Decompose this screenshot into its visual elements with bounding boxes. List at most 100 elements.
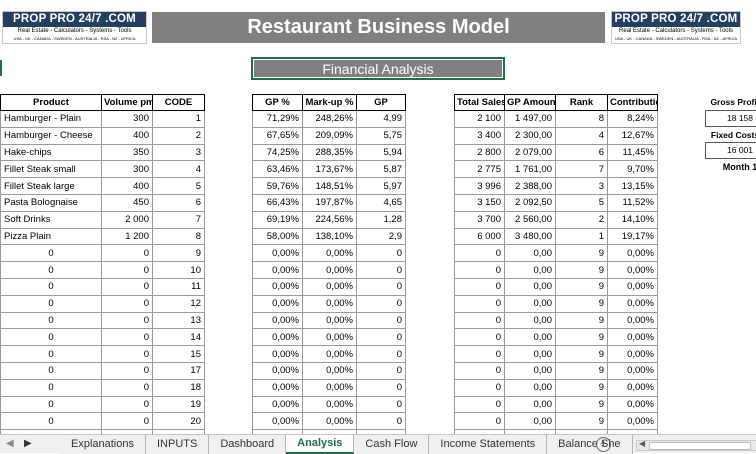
cell-code[interactable]: 17	[152, 361, 205, 380]
cell-gp-percent[interactable]: 0,00%	[252, 328, 303, 347]
cell-markup[interactable]: 0,00%	[302, 244, 357, 263]
sheet-tab-dashboard[interactable]: Dashboard	[209, 435, 287, 454]
cell-total-sales[interactable]: 0	[454, 395, 505, 414]
cell-product[interactable]: Soft Drinks	[0, 210, 102, 229]
cell-gp[interactable]: 0	[356, 311, 406, 330]
cell-gp-amount[interactable]: 0,00	[504, 328, 556, 347]
cell-gp-amount[interactable]: 1 761,00	[504, 160, 556, 179]
cell-gp-percent[interactable]: 0,00%	[252, 294, 303, 313]
horizontal-scrollbar[interactable]: ◀	[636, 439, 756, 451]
cell-gp-percent[interactable]: 58,00%	[252, 227, 303, 246]
cell-contribution[interactable]: 11,52%	[607, 193, 658, 212]
cell-rank[interactable]: 9	[555, 277, 608, 296]
cell-code[interactable]: 8	[152, 227, 205, 246]
cell-gp-amount[interactable]: 0,00	[504, 378, 556, 397]
cell-volume[interactable]: 0	[101, 345, 153, 363]
cell-gp[interactable]: 5,94	[356, 143, 406, 162]
cell-gp-percent[interactable]: 0,00%	[252, 361, 303, 380]
cell-markup[interactable]: 0,00%	[302, 378, 357, 397]
cell-gp-amount[interactable]: 0,00	[504, 277, 556, 296]
cell-gp[interactable]: 1,28	[356, 210, 406, 229]
cell-contribution[interactable]: 12,67%	[607, 126, 658, 145]
cell-gp-amount[interactable]: 3 480,00	[504, 227, 556, 246]
cell-volume[interactable]: 0	[101, 378, 153, 397]
cell-gp-percent[interactable]: 0,00%	[252, 244, 303, 263]
cell-contribution[interactable]: 8,24%	[607, 110, 658, 128]
cell-markup[interactable]: 0,00%	[302, 261, 357, 279]
cell-total-sales[interactable]: 3 700	[454, 210, 505, 229]
cell-markup[interactable]: 0,00%	[302, 294, 357, 313]
cell-code[interactable]: 20	[152, 412, 205, 431]
cell-total-sales[interactable]: 3 400	[454, 126, 505, 145]
cell-volume[interactable]: 2 000	[101, 210, 153, 229]
cell-product[interactable]: 0	[0, 378, 102, 397]
cell-contribution[interactable]: 0,00%	[607, 395, 658, 414]
scrollbar-left-arrow-icon[interactable]: ◀	[639, 439, 646, 448]
cell-code[interactable]: 10	[152, 261, 205, 279]
cell-gp[interactable]: 0	[356, 244, 406, 263]
cell-rank[interactable]: 9	[555, 395, 608, 414]
cell-product[interactable]: 0	[0, 345, 102, 363]
cell-contribution[interactable]: 19,17%	[607, 227, 658, 246]
cell-rank[interactable]: 1	[555, 227, 608, 246]
cell-rank[interactable]: 9	[555, 345, 608, 363]
cell-gp-percent[interactable]: 66,43%	[252, 193, 303, 212]
cell-rank[interactable]: 8	[555, 110, 608, 128]
cell-contribution[interactable]: 0,00%	[607, 412, 658, 431]
cell-gp-amount[interactable]: 0,00	[504, 294, 556, 313]
cell-total-sales[interactable]: 0	[454, 294, 505, 313]
cell-volume[interactable]: 0	[101, 244, 153, 263]
cell-gp[interactable]: 0	[356, 294, 406, 313]
cell-total-sales[interactable]: 0	[454, 244, 505, 263]
cell-volume[interactable]: 300	[101, 110, 153, 128]
cell-total-sales[interactable]: 0	[454, 328, 505, 347]
cell-gp-percent[interactable]: 71,29%	[252, 110, 303, 128]
cell-product[interactable]: 0	[0, 395, 102, 414]
cell-total-sales[interactable]: 0	[454, 361, 505, 380]
cell-volume[interactable]: 400	[101, 126, 153, 145]
cell-gp[interactable]: 5,87	[356, 160, 406, 179]
cell-rank[interactable]: 4	[555, 126, 608, 145]
cell-gp-amount[interactable]: 2 079,00	[504, 143, 556, 162]
cell-code[interactable]: 7	[152, 210, 205, 229]
cell-markup[interactable]: 0,00%	[302, 412, 357, 431]
cell-volume[interactable]: 0	[101, 412, 153, 431]
cell-volume[interactable]: 1 200	[101, 227, 153, 246]
cell-gp-amount[interactable]: 0,00	[504, 261, 556, 279]
cell-total-sales[interactable]: 3 150	[454, 193, 505, 212]
cell-volume[interactable]: 0	[101, 277, 153, 296]
cell-markup[interactable]: 138,10%	[302, 227, 357, 246]
scroll-left-icon[interactable]: ◀	[6, 438, 14, 449]
cell-code[interactable]: 9	[152, 244, 205, 263]
cell-markup[interactable]: 197,87%	[302, 193, 357, 212]
cell-gp-amount[interactable]: 0,00	[504, 311, 556, 330]
cell-product[interactable]: Fillet Steak large	[0, 177, 102, 195]
cell-volume[interactable]: 0	[101, 311, 153, 330]
scrollbar-thumb[interactable]	[649, 442, 751, 450]
cell-markup[interactable]: 0,00%	[302, 328, 357, 347]
cell-volume[interactable]: 0	[101, 294, 153, 313]
gross-profit-value[interactable]: 18 158	[705, 110, 756, 127]
cell-gp[interactable]: 0	[356, 395, 406, 414]
cell-code[interactable]: 14	[152, 328, 205, 347]
cell-gp-percent[interactable]: 63,46%	[252, 160, 303, 179]
cell-volume[interactable]: 0	[101, 261, 153, 279]
cell-total-sales[interactable]: 0	[454, 412, 505, 431]
cell-product[interactable]: 0	[0, 311, 102, 330]
sheet-tab-analysis[interactable]: Analysis	[286, 435, 355, 454]
cell-gp-amount[interactable]: 0,00	[504, 412, 556, 431]
cell-product[interactable]: Hake-chips	[0, 143, 102, 162]
cell-markup[interactable]: 0,00%	[302, 277, 357, 296]
cell-product[interactable]: 0	[0, 294, 102, 313]
cell-markup[interactable]: 288,35%	[302, 143, 357, 162]
financial-analysis-button[interactable]: Financial Analysis	[251, 57, 505, 80]
cell-gp-percent[interactable]: 69,19%	[252, 210, 303, 229]
cell-code[interactable]: 11	[152, 277, 205, 296]
cell-total-sales[interactable]: 6 000	[454, 227, 505, 246]
cell-rank[interactable]: 7	[555, 160, 608, 179]
cell-product[interactable]: 0	[0, 261, 102, 279]
cell-gp-percent[interactable]: 0,00%	[252, 261, 303, 279]
cell-rank[interactable]: 9	[555, 328, 608, 347]
cell-code[interactable]: 6	[152, 193, 205, 212]
cell-total-sales[interactable]: 0	[454, 311, 505, 330]
